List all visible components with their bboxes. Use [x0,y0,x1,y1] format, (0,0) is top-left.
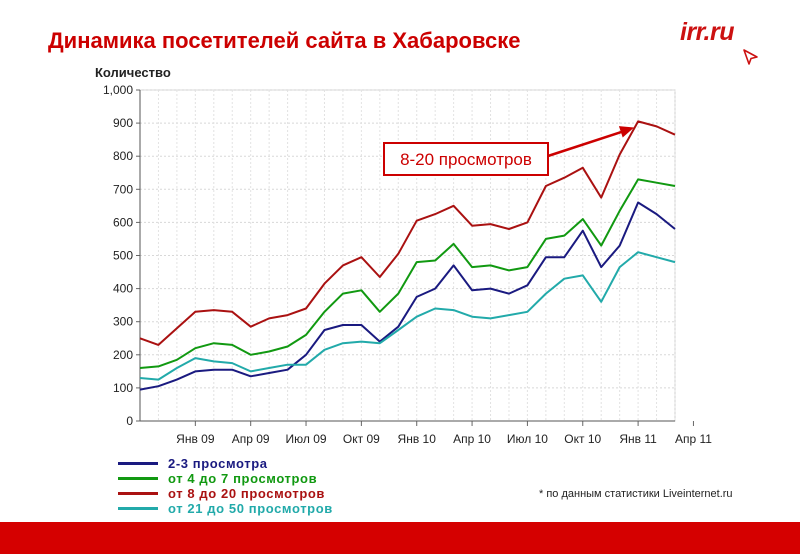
legend-label: 2-3 просмотра [168,456,268,471]
x-tick-label: Апр 09 [232,432,270,446]
x-tick-label: Янв 09 [176,432,215,446]
series-line-1 [139,201,676,391]
annotation-arrow-head [618,126,635,138]
series-line-3 [139,120,676,346]
y-tick-label: 1,000 [103,83,133,97]
y-tick-label: 500 [113,249,133,263]
bottom-brand-bar [0,522,800,554]
y-tick-label: 900 [113,116,133,130]
annotation-arrow-line [547,129,627,158]
x-tick-label: Окт 09 [343,432,380,446]
x-tick-label: Янв 11 [619,432,657,446]
source-footnote: * по данным статистики Liveinternet.ru [539,488,733,500]
y-tick-label: 700 [113,182,133,196]
slide-title: Динамика посетителей сайта в Хабаровске [48,28,521,53]
series-line-4 [139,251,676,381]
x-tick-label: Июл 10 [507,432,548,446]
y-tick-label: 100 [113,381,133,395]
x-tick-label: Окт 10 [564,432,601,446]
y-axis-label: Количество [95,65,171,80]
x-tick-label: Апр 10 [453,432,491,446]
annotation-box [383,142,549,176]
y-tick-label: 300 [113,315,133,329]
logo-text: irr.ru [680,18,734,46]
annotation-label: 8-20 просмотров [400,150,532,169]
legend-label: от 21 до 50 просмотров [168,501,333,516]
x-tick-label: Июл 09 [286,432,327,446]
chart-legend: 2-3 просмотра от 4 до 7 просмотров от 8 до… [118,456,333,516]
y-tick-label: 400 [113,282,133,296]
x-tick-label: Апр 11 [675,432,712,446]
cursor-arrow-icon [743,49,758,65]
legend-label: от 8 до 20 просмотров [168,486,326,501]
legend-item-4: от 21 до 50 просмотров [118,501,333,516]
legend-swatch [118,477,158,480]
y-tick-label: 200 [113,348,133,362]
legend-item-1: 2-3 просмотра [118,456,333,471]
legend-item-2: от 4 до 7 просмотров [118,471,333,486]
legend-swatch [118,492,158,495]
y-tick-label: 0 [126,414,133,428]
x-tick-label: Янв 10 [398,432,437,446]
legend-swatch [118,507,158,510]
irr-logo: irr.ru [678,18,774,68]
legend-label: от 4 до 7 просмотров [168,471,318,486]
y-tick-label: 600 [113,215,133,229]
y-tick-label: 800 [113,149,133,163]
legend-item-3: от 8 до 20 просмотров [118,486,333,501]
series-line-2 [139,178,676,369]
legend-swatch [118,462,158,465]
